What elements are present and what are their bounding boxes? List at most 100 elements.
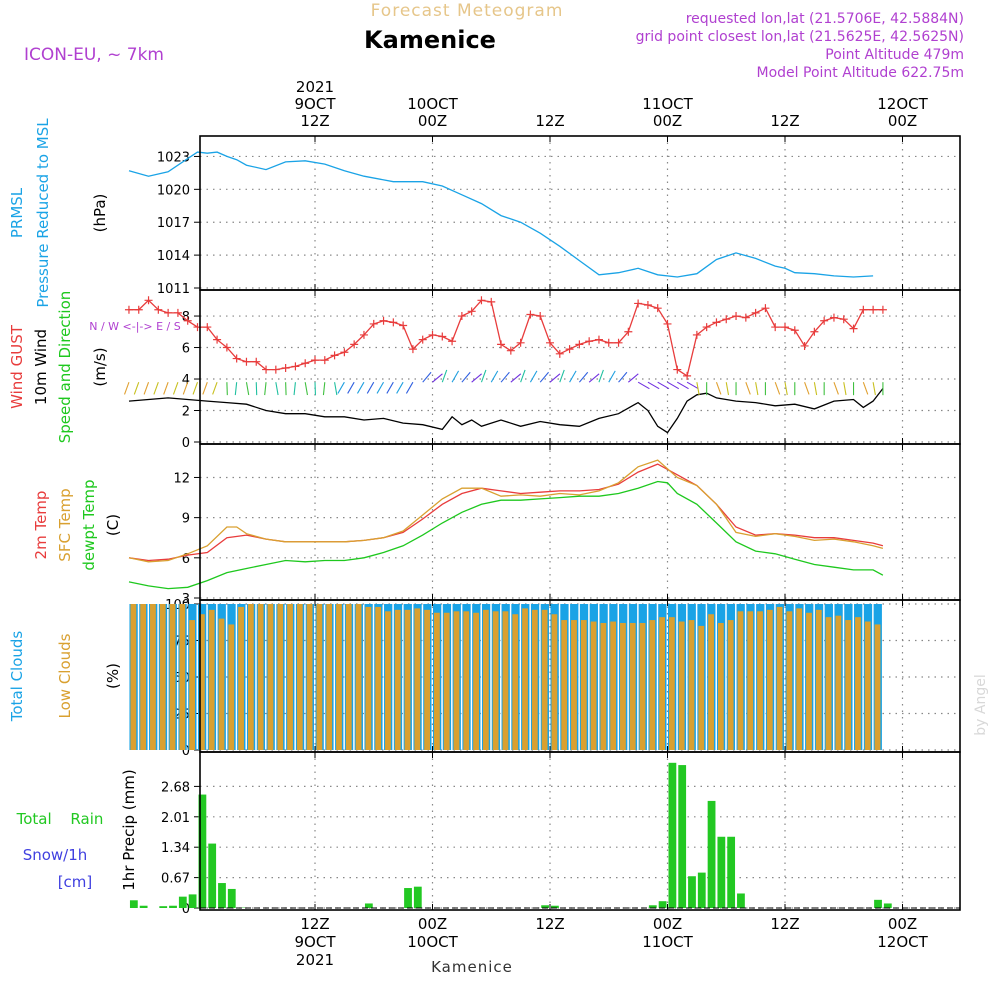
compass-label: N / W <-|-> E / S bbox=[89, 320, 181, 333]
wind-arrow bbox=[480, 369, 487, 383]
bottom-time-hour: 12Z bbox=[300, 915, 329, 933]
gust-marker bbox=[751, 308, 760, 317]
gust-marker bbox=[820, 316, 829, 325]
panel-frame bbox=[199, 751, 961, 911]
y-tick-label: 2 bbox=[182, 405, 190, 420]
wind-arrow bbox=[784, 382, 788, 396]
gust-marker bbox=[741, 313, 750, 322]
low-cloud-bar bbox=[629, 622, 636, 750]
rain-bar bbox=[678, 765, 687, 908]
gust-marker bbox=[624, 327, 633, 336]
low-cloud-bar bbox=[551, 614, 558, 750]
low-cloud-bar bbox=[336, 604, 342, 750]
wind-arrow bbox=[813, 382, 818, 396]
low-cloud-bar bbox=[571, 620, 577, 750]
y-tick-label: 1011 bbox=[157, 282, 190, 297]
wind-arrow bbox=[588, 373, 600, 383]
gust-marker bbox=[683, 371, 692, 380]
low-cloud-bar bbox=[855, 617, 861, 750]
low-cloud-bar bbox=[766, 609, 773, 750]
low-cloud-bar bbox=[345, 604, 352, 750]
low-cloud-bar bbox=[375, 606, 382, 750]
wind-arrow bbox=[559, 369, 565, 383]
gust-marker bbox=[585, 337, 594, 346]
bottom-time-date: 12OCT bbox=[877, 933, 928, 951]
gust-marker bbox=[663, 319, 672, 328]
low-cloud-bar bbox=[463, 611, 470, 750]
wind-arrow bbox=[304, 382, 309, 396]
gust-marker bbox=[428, 330, 437, 339]
meteogram-title: Forecast Meteogram bbox=[371, 1, 564, 21]
top-time-date: 12OCT bbox=[877, 95, 928, 113]
low-cloud-bar bbox=[688, 620, 695, 750]
wind-arrow bbox=[163, 381, 169, 395]
wind-arrow bbox=[500, 371, 510, 383]
y-tick-label: 0 bbox=[182, 436, 190, 451]
low-cloud-bar bbox=[228, 624, 235, 750]
low-cloud-bar bbox=[355, 604, 362, 750]
series-line-10m-wind bbox=[128, 388, 884, 434]
y-tick-label: 0 bbox=[182, 744, 190, 759]
low-cloud-bar bbox=[600, 622, 607, 750]
gust-marker bbox=[722, 315, 731, 324]
top-time-hour: 12Z bbox=[535, 112, 564, 130]
wind-arrow bbox=[569, 370, 577, 383]
top-time-hour: 00Z bbox=[418, 112, 447, 130]
gust-marker bbox=[467, 307, 476, 316]
low-cloud-bar bbox=[296, 604, 303, 750]
gust-marker bbox=[311, 356, 319, 365]
wind-arrow bbox=[356, 381, 365, 394]
wind-arrow bbox=[192, 381, 199, 395]
gust-marker bbox=[154, 305, 163, 314]
rain-bar bbox=[717, 836, 726, 908]
wind-arrow bbox=[202, 381, 208, 395]
bottom-time-date: 10OCT bbox=[407, 933, 458, 951]
gust-marker bbox=[712, 318, 721, 327]
low-cloud-bar bbox=[189, 620, 195, 750]
y-tick-label: 1017 bbox=[157, 216, 190, 231]
low-cloud-bar bbox=[443, 612, 450, 750]
rain-bar bbox=[364, 903, 373, 908]
rain-bar bbox=[541, 905, 549, 908]
rain-bar bbox=[648, 905, 657, 908]
wind-arrow bbox=[618, 371, 628, 383]
bottom-time-year: 2021 bbox=[296, 951, 334, 969]
low-cloud-bar bbox=[502, 611, 509, 750]
low-cloud-bar bbox=[639, 622, 646, 750]
wind-arrow bbox=[153, 381, 159, 395]
gust-marker bbox=[810, 327, 819, 336]
gust-marker bbox=[369, 319, 378, 328]
gust-marker bbox=[222, 343, 231, 352]
low-cloud-bar bbox=[277, 604, 284, 750]
rain-bar bbox=[697, 872, 706, 908]
gust-marker bbox=[781, 323, 789, 332]
gust-marker bbox=[614, 338, 623, 347]
wind-gust-label: Wind GUST bbox=[8, 324, 26, 409]
gust-marker bbox=[350, 340, 359, 349]
wind-arrow bbox=[529, 370, 538, 383]
wind-arrow bbox=[843, 382, 847, 396]
temp-dewpt-label: dewpt Temp bbox=[80, 479, 98, 570]
low-cloud-bar bbox=[159, 604, 166, 750]
gust-marker bbox=[643, 301, 652, 310]
low-cloud-bar bbox=[179, 604, 186, 750]
low-cloud-bar bbox=[482, 609, 489, 750]
panel-temperature: 3 6 9 12 bbox=[128, 443, 961, 607]
low-cloud-bar bbox=[874, 624, 881, 750]
pressure-label-2: Pressure Reduced to MSL bbox=[34, 118, 52, 308]
rain-bar bbox=[404, 888, 412, 908]
wind-arrow bbox=[647, 381, 660, 390]
low-cloud-bar bbox=[610, 621, 617, 750]
low-cloud-bar bbox=[208, 609, 215, 750]
y-tick-label: 8 bbox=[182, 310, 190, 325]
rain-bar bbox=[178, 896, 187, 908]
total-clouds-label: Total Clouds bbox=[8, 631, 26, 723]
wind-arrow bbox=[510, 373, 522, 383]
y-tick-label: 1023 bbox=[157, 150, 190, 165]
wind-arrow bbox=[405, 381, 414, 394]
gust-marker bbox=[134, 305, 143, 314]
gust-marker bbox=[859, 305, 868, 314]
bottom-time-date: 9OCT bbox=[295, 933, 337, 951]
wind-arrow bbox=[337, 381, 345, 394]
